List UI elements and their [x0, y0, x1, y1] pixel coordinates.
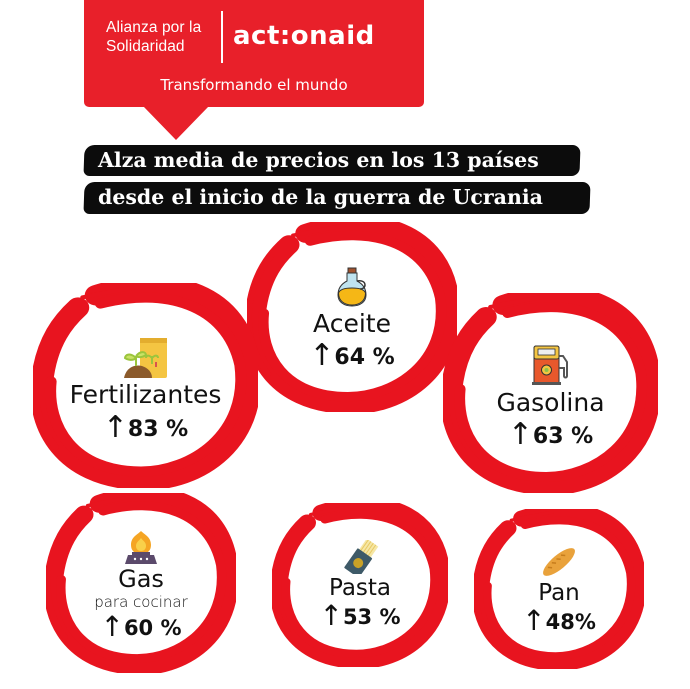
- brand-logo: act:onaid: [233, 21, 375, 51]
- up-arrow-icon: ↑: [309, 338, 335, 374]
- price-card-gas: Gas para cocinar ↑ 60 %: [46, 493, 236, 673]
- item-label: Gas: [118, 565, 164, 594]
- item-label: Fertilizantes: [69, 380, 222, 410]
- item-value: 60 %: [123, 615, 182, 640]
- item-sublabel: para cocinar: [94, 592, 188, 611]
- item-value: 64 %: [334, 345, 395, 371]
- org-name-line2: Solidaridad: [106, 38, 185, 55]
- fuel-pump-icon: [531, 345, 568, 385]
- logo-divider: [221, 11, 223, 63]
- price-card-aceite: Aceite ↑ 64 %: [247, 222, 457, 412]
- gas-stove-flame-icon: [125, 531, 157, 565]
- up-arrow-icon: ↑: [319, 599, 343, 633]
- price-card-gasolina: Gasolina ↑ 63 %: [443, 293, 658, 493]
- title-line-2: desde el inicio de la guerra de Ucrania: [83, 182, 591, 214]
- item-label: Gasolina: [496, 387, 605, 417]
- banner-pointer: [143, 106, 209, 140]
- org-name: Alianza por la Solidaridad: [106, 18, 201, 56]
- tagline: Transformando el mundo: [160, 76, 348, 94]
- org-name-line1: Alianza por la: [106, 19, 202, 36]
- item-label: Pan: [538, 579, 580, 606]
- bread-loaf-icon: [543, 547, 575, 576]
- item-value: 48%: [545, 610, 596, 635]
- price-card-pasta: Pasta ↑ 53 %: [272, 503, 448, 667]
- title-line-1-text: Alza media de precios en los 13 países: [98, 148, 539, 172]
- item-value: 63 %: [532, 424, 594, 450]
- up-arrow-icon: ↑: [100, 609, 124, 643]
- item-value: 53 %: [342, 605, 401, 630]
- up-arrow-icon: ↑: [522, 604, 546, 638]
- item-label: Aceite: [313, 308, 391, 338]
- price-card-pan: Pan ↑ 48%: [474, 509, 644, 669]
- header-banner: [84, 0, 424, 107]
- title-line-1: Alza media de precios en los 13 países: [83, 145, 581, 176]
- title-line-2-text: desde el inicio de la guerra de Ucrania: [98, 185, 543, 209]
- fertilizer-bag-icon: [123, 338, 167, 379]
- item-value: 83 %: [127, 416, 189, 442]
- oil-bottle-icon: [337, 267, 367, 307]
- pasta-package-icon: [344, 539, 379, 574]
- up-arrow-icon: ↑: [102, 409, 128, 445]
- up-arrow-icon: ↑: [507, 417, 533, 453]
- item-label: Pasta: [328, 574, 392, 601]
- price-card-fertilizantes: Fertilizantes ↑ 83 %: [33, 283, 258, 488]
